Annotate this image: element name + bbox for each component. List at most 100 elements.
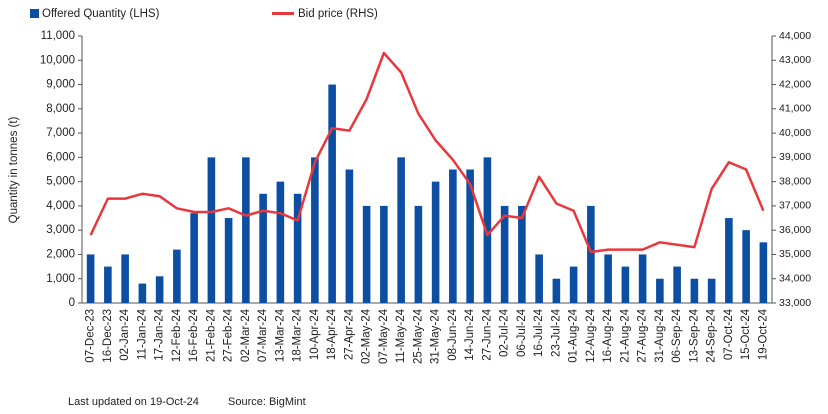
bar bbox=[742, 230, 750, 303]
x-tick-label: 07-Mar-24 bbox=[257, 308, 269, 362]
x-tick-label: 12-Feb-24 bbox=[171, 308, 183, 362]
y2-tick-label: 33,000 bbox=[779, 297, 811, 309]
bar bbox=[293, 193, 302, 303]
bar bbox=[759, 242, 768, 303]
legend-label: Offered Quantity (LHS) bbox=[42, 8, 160, 20]
y2-tick-label: 34,000 bbox=[779, 273, 811, 285]
x-tick-label: 18-Apr-24 bbox=[326, 308, 338, 360]
x-tick-label: 19-Oct-24 bbox=[757, 308, 769, 360]
y-tick-label: 10,000 bbox=[40, 54, 75, 66]
bar bbox=[466, 169, 474, 303]
y-tick-label: 11,000 bbox=[41, 30, 75, 42]
y2-tick-label: 38,000 bbox=[779, 175, 811, 187]
y-tick-label: 1,000 bbox=[46, 273, 75, 285]
y2-tick-label: 42,000 bbox=[779, 78, 811, 90]
y2-tick-label: 43,000 bbox=[779, 54, 811, 66]
x-tick-label: 23-Jul-24 bbox=[550, 308, 562, 357]
bar bbox=[656, 278, 664, 303]
x-tick-label: 15-Oct-24 bbox=[740, 308, 752, 360]
legend-swatch bbox=[30, 9, 39, 18]
bar bbox=[587, 205, 595, 303]
y2-tick-label: 44,000 bbox=[779, 30, 811, 42]
x-tick-label: 13-Sep-24 bbox=[688, 308, 700, 362]
x-tick-label: 25-May-24 bbox=[412, 308, 424, 364]
x-tick-label: 27-Feb-24 bbox=[223, 308, 235, 362]
x-tick-label: 08-Jun-24 bbox=[447, 308, 459, 360]
x-tick-label: 31-May-24 bbox=[430, 308, 442, 364]
bar bbox=[535, 254, 543, 303]
x-tick-label: 02-Jul-24 bbox=[499, 308, 511, 357]
footer-source: Source: BigMint bbox=[228, 396, 306, 408]
x-tick-label: 02-Mar-24 bbox=[240, 308, 252, 362]
x-tick-label: 11-May-24 bbox=[395, 308, 407, 363]
y-tick-label: 6,000 bbox=[46, 151, 75, 163]
bar bbox=[207, 157, 216, 303]
y2-tick-label: 41,000 bbox=[779, 103, 811, 115]
x-tick-label: 12-Aug-24 bbox=[585, 308, 597, 362]
x-tick-label: 10-Apr-24 bbox=[309, 308, 321, 360]
x-tick-label: 16-Aug-24 bbox=[602, 308, 614, 362]
bar bbox=[242, 157, 250, 303]
x-tick-label: 13-Mar-24 bbox=[274, 308, 286, 362]
bar bbox=[345, 169, 354, 303]
bar bbox=[138, 283, 147, 303]
bar bbox=[621, 266, 630, 303]
x-tick-label: 14-Jun-24 bbox=[464, 308, 476, 360]
x-tick-label: 02-Jan-24 bbox=[119, 308, 131, 360]
x-tick-label: 27-Jun-24 bbox=[481, 308, 493, 360]
bar bbox=[224, 218, 233, 303]
y-tick-label: 8,000 bbox=[46, 103, 75, 115]
bar bbox=[552, 278, 561, 303]
bar bbox=[638, 254, 647, 303]
bar bbox=[483, 157, 492, 303]
x-tick-label: 07-May-24 bbox=[378, 308, 390, 364]
x-tick-label: 06-Jul-24 bbox=[516, 308, 528, 357]
y2-tick-label: 39,000 bbox=[779, 151, 811, 163]
y-tick-label: 0 bbox=[69, 297, 75, 309]
bar bbox=[104, 266, 112, 303]
y-tick-label: 2,000 bbox=[46, 248, 75, 260]
y-tick-label: 9,000 bbox=[46, 79, 75, 91]
footer-updated: Last updated on 19-Oct-24 bbox=[68, 396, 199, 408]
bar bbox=[86, 254, 95, 303]
bar bbox=[725, 218, 733, 303]
bar bbox=[673, 266, 681, 303]
bar bbox=[431, 181, 440, 303]
bar bbox=[362, 205, 371, 303]
bar bbox=[328, 84, 336, 303]
x-tick-label: 18-Mar-24 bbox=[292, 308, 304, 362]
bar bbox=[707, 278, 716, 303]
bar bbox=[380, 205, 388, 303]
y-tick-label: 7,000 bbox=[46, 127, 75, 139]
x-tick-label: 27-Apr-24 bbox=[343, 308, 355, 360]
x-tick-label: 16-Feb-24 bbox=[188, 308, 200, 362]
x-tick-label: 06-Sep-24 bbox=[671, 308, 683, 362]
y-tick-label: 4,000 bbox=[46, 200, 75, 212]
y-tick-label: 5,000 bbox=[46, 176, 75, 188]
bar bbox=[569, 266, 578, 303]
bar bbox=[259, 193, 267, 303]
legend-label: Bid price (RHS) bbox=[298, 8, 378, 20]
y2-tick-label: 37,000 bbox=[779, 200, 811, 212]
bar bbox=[449, 169, 457, 303]
bar bbox=[276, 181, 285, 303]
x-tick-label: 07-Dec-23 bbox=[85, 309, 97, 363]
bar bbox=[414, 205, 423, 303]
bar bbox=[397, 157, 405, 303]
x-tick-label: 01-Aug-24 bbox=[568, 308, 580, 362]
line bbox=[89, 51, 765, 254]
y-tick-label: 3,000 bbox=[46, 224, 75, 236]
y2-tick-label: 40,000 bbox=[779, 127, 811, 139]
x-tick-label: 02-May-24 bbox=[361, 308, 373, 364]
y2-tick-label: 35,000 bbox=[779, 248, 811, 260]
x-tick-label: 07-Oct-24 bbox=[723, 308, 735, 360]
bar bbox=[690, 278, 699, 303]
bar bbox=[155, 276, 164, 303]
bar bbox=[604, 254, 612, 303]
bar bbox=[518, 205, 526, 303]
bar bbox=[173, 249, 181, 303]
bar bbox=[121, 254, 129, 303]
x-tick-label: 24-Sep-24 bbox=[706, 308, 718, 362]
x-tick-label: 27-Aug-24 bbox=[637, 308, 649, 362]
